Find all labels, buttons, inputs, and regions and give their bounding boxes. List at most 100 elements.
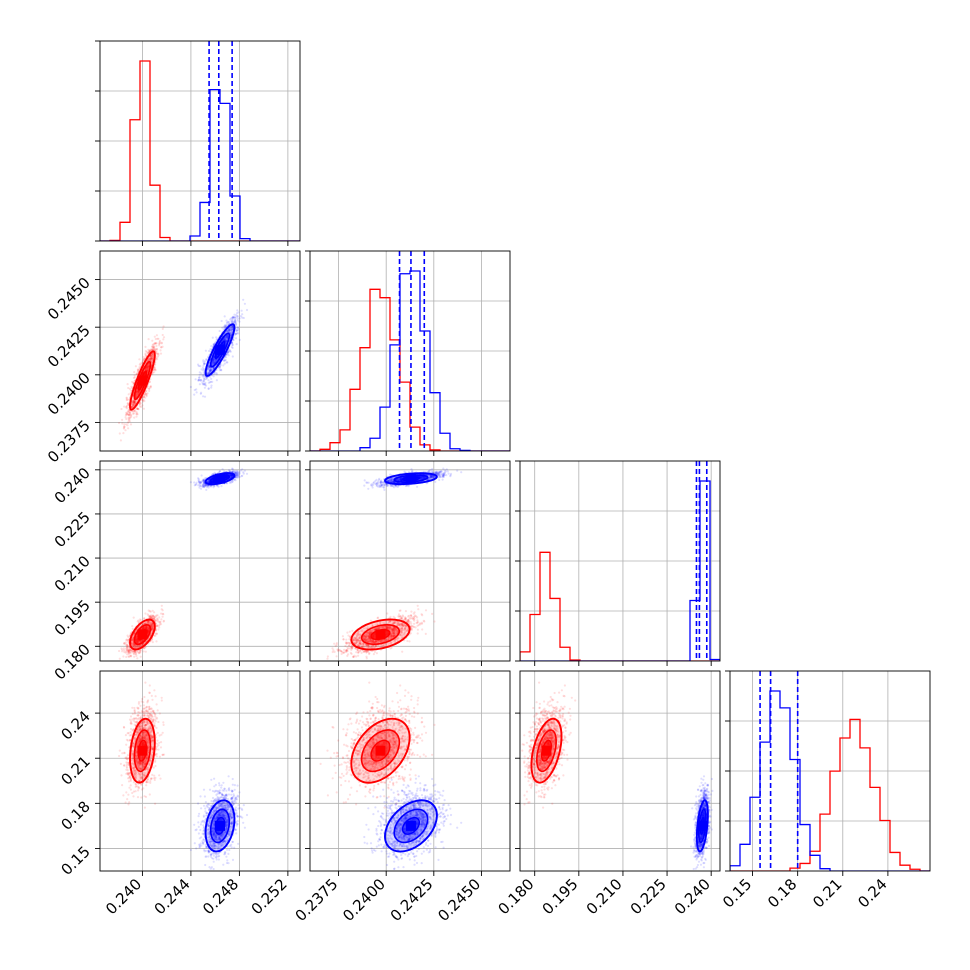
sample-point (229, 330, 232, 333)
sample-point (153, 616, 156, 619)
sample-point (208, 368, 212, 371)
sample-point (189, 385, 192, 389)
sample-point (144, 368, 148, 371)
sample-point (225, 335, 228, 338)
sample-point (224, 324, 227, 327)
sample-point (231, 343, 234, 347)
sample-point (235, 312, 239, 315)
sample-point (136, 371, 139, 374)
sample-point (238, 317, 241, 320)
sample-point (151, 352, 155, 355)
sample-point (210, 367, 213, 370)
sample-point (132, 403, 135, 406)
sample-point (128, 418, 131, 421)
sample-point (161, 327, 164, 330)
sample-point (127, 413, 130, 416)
sample-point (161, 333, 164, 337)
sample-point (234, 317, 237, 320)
sample-point (233, 321, 236, 324)
sample-point (150, 354, 153, 358)
sample-point (225, 339, 228, 342)
sample-point (148, 380, 151, 383)
sample-point (143, 617, 146, 620)
sample-point (227, 321, 231, 324)
sample-point (136, 368, 139, 371)
sample-point (197, 363, 200, 366)
sample-point (214, 360, 217, 363)
sample-point (209, 370, 212, 373)
sample-point (142, 355, 145, 359)
sample-point (215, 372, 218, 375)
sample-point (236, 309, 239, 312)
sample-point (228, 350, 231, 353)
sample-point (149, 357, 152, 360)
sample-point (149, 385, 152, 388)
sample-point (203, 386, 206, 389)
sample-point (223, 325, 227, 328)
sample-point (223, 324, 226, 327)
sample-point (126, 653, 129, 656)
sample-point (150, 357, 153, 360)
sample-point (142, 395, 145, 398)
sample-point (242, 316, 245, 320)
sample-point (153, 335, 156, 338)
sample-point (126, 413, 129, 416)
sample-point (131, 405, 135, 408)
sample-point (150, 355, 154, 359)
sample-point (236, 315, 239, 318)
sample-point (162, 336, 166, 339)
histogram-1-series-1 (310, 270, 510, 451)
sample-point (235, 323, 238, 326)
sample-point (132, 399, 135, 403)
sample-point (143, 394, 146, 397)
sample-point (123, 425, 126, 428)
sample-point (147, 368, 150, 371)
sample-point (231, 330, 234, 333)
sample-point (151, 352, 154, 355)
sample-point (153, 366, 156, 369)
sample-point (220, 368, 223, 371)
sample-point (212, 358, 215, 361)
sample-point (154, 348, 157, 351)
sample-point (158, 616, 161, 619)
sample-point (125, 417, 128, 421)
sample-point (126, 402, 129, 405)
sample-point (152, 343, 155, 346)
sample-point (206, 373, 209, 376)
sample-point (136, 392, 139, 395)
sample-point (149, 348, 152, 351)
sample-point (149, 359, 152, 362)
sample-point (207, 381, 210, 384)
y-tick-label-1-0: 0.2375 (44, 417, 94, 467)
sample-point (202, 380, 205, 383)
sample-point (212, 375, 215, 378)
sample-point (127, 416, 130, 419)
sample-point (154, 632, 157, 635)
sample-point (226, 351, 229, 354)
sample-point (210, 368, 213, 371)
sample-point (151, 345, 154, 348)
sample-point (146, 366, 149, 369)
sample-point (133, 400, 136, 403)
sample-point (131, 404, 134, 407)
sample-point (224, 358, 227, 362)
sample-point (233, 478, 236, 481)
sample-point (148, 387, 151, 390)
sample-point (137, 407, 140, 410)
sample-point (135, 638, 138, 641)
sample-point (222, 359, 225, 362)
sample-point (235, 314, 238, 317)
sample-point (122, 432, 125, 435)
sample-point (133, 376, 136, 379)
sample-point (131, 400, 134, 403)
sample-point (127, 640, 130, 643)
sample-point (160, 346, 163, 349)
sample-point (146, 367, 149, 370)
sample-point (227, 320, 230, 323)
sample-point (208, 371, 211, 374)
sample-point (138, 363, 141, 366)
sample-point (147, 365, 150, 368)
sample-point (153, 342, 156, 345)
sample-point (234, 319, 237, 322)
